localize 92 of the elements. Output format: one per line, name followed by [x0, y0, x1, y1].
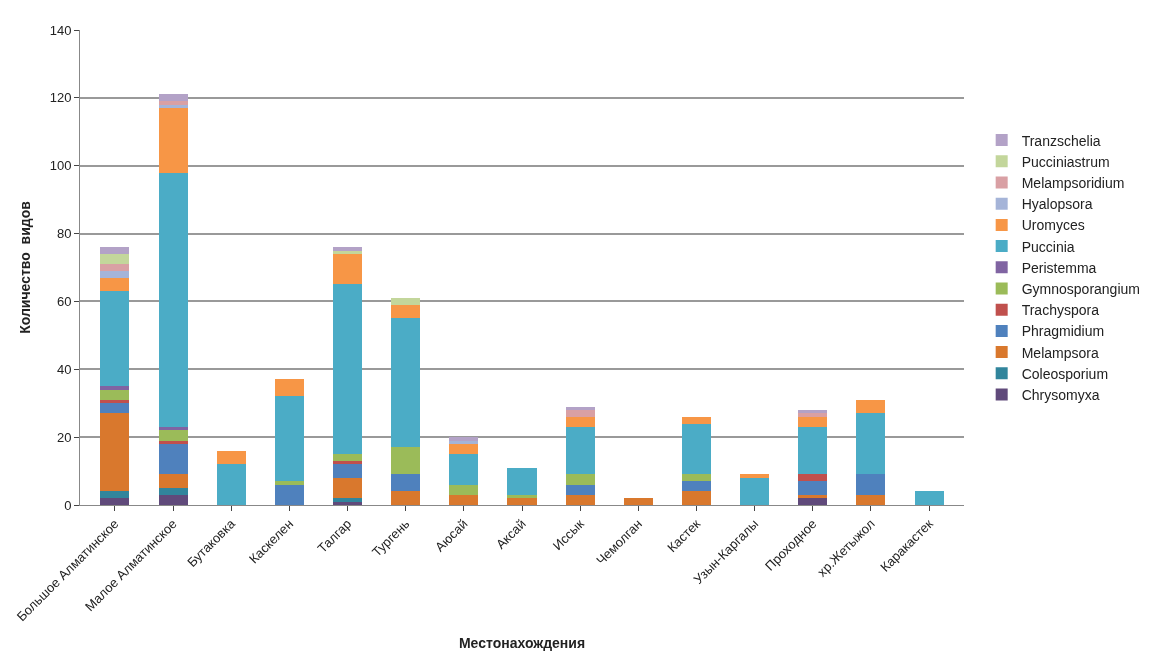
bar: [856, 474, 886, 495]
bar: [100, 291, 130, 387]
bar: [332, 477, 363, 499]
bar: [856, 413, 886, 475]
y-axis-title: Количество видов: [17, 200, 34, 334]
legend-label: Uromyces: [1021, 217, 1085, 234]
bar: [274, 396, 304, 482]
bar: [100, 247, 130, 254]
y-tick-label: 60: [56, 293, 72, 309]
bar: [158, 172, 188, 427]
bar: [158, 101, 188, 105]
bar: [507, 467, 537, 495]
bar: [449, 454, 479, 485]
bar: [158, 94, 188, 102]
legend-label: Tranzschelia: [1021, 132, 1101, 149]
legend-label: Hyalopsora: [1021, 196, 1093, 213]
legend-label: Phragmidium: [1021, 323, 1105, 340]
legend-label: Peristemma: [1021, 259, 1097, 276]
bar: [332, 464, 363, 478]
bar: [856, 494, 886, 505]
bar: [740, 477, 770, 505]
bar: [914, 491, 944, 505]
bar: [565, 474, 595, 485]
bar: [332, 253, 363, 285]
bar: [100, 253, 130, 265]
bar: [681, 423, 712, 475]
bar: [391, 298, 421, 305]
bar: [391, 491, 421, 505]
legend-label: Chrysomyxa: [1021, 386, 1100, 403]
bar: [565, 494, 595, 505]
bar: [100, 386, 130, 390]
legend-label: Melampsoridium: [1021, 174, 1125, 191]
bar: [158, 488, 188, 495]
bar: [332, 284, 363, 455]
bar: [565, 484, 595, 495]
bar: [100, 277, 130, 292]
bar: [507, 498, 537, 505]
bar: [274, 481, 304, 485]
bar: [158, 474, 188, 489]
y-tick-label: 100: [49, 158, 72, 174]
y-tick-label: 120: [49, 90, 72, 106]
bar: [449, 443, 479, 455]
y-tick-label: 80: [56, 226, 72, 242]
bar: [681, 416, 712, 424]
bar: [449, 494, 479, 505]
bar: [565, 410, 595, 417]
bar: [565, 426, 595, 475]
bar: [798, 481, 828, 495]
bar: [798, 426, 828, 475]
bar: [391, 447, 421, 475]
bar: [100, 403, 130, 414]
bar: [158, 443, 188, 475]
legend-label: Puccinia: [1021, 238, 1075, 255]
bar: [100, 498, 130, 505]
bar: [274, 379, 304, 397]
bar: [391, 304, 421, 319]
bar: [681, 474, 712, 482]
y-tick-label: 20: [56, 429, 72, 445]
bar: [507, 494, 537, 499]
bar: [449, 484, 479, 495]
bar: [158, 494, 188, 505]
bar: [216, 450, 246, 465]
y-tick-label: 40: [56, 361, 72, 377]
bar: [391, 474, 421, 492]
bar: [798, 498, 828, 505]
bar: [798, 416, 828, 427]
legend-label: Gymnosporangium: [1021, 280, 1140, 297]
legend-label: Melampsora: [1021, 344, 1099, 361]
bar: [391, 318, 421, 448]
bar: [623, 498, 653, 505]
bar: [100, 389, 130, 400]
legend-label: Coleosporium: [1021, 365, 1109, 382]
bar: [274, 484, 304, 505]
bar: [681, 481, 712, 492]
bar: [565, 416, 595, 427]
bar: [158, 108, 188, 173]
y-tick-label: 0: [64, 497, 72, 513]
bar: [332, 454, 363, 461]
x-axis-title: Местонахождения: [458, 635, 586, 652]
bar: [100, 264, 130, 271]
bar: [798, 474, 828, 482]
bar: [158, 430, 188, 441]
legend-label: Pucciniastrum: [1021, 153, 1110, 170]
bar: [681, 491, 712, 505]
bar: [100, 491, 130, 499]
legend-label: Trachyspora: [1021, 302, 1100, 319]
bar: [100, 270, 130, 278]
bar: [740, 474, 770, 478]
bar: [856, 399, 886, 414]
y-tick-label: 140: [49, 22, 72, 38]
bar: [100, 413, 130, 492]
bar: [216, 464, 246, 505]
